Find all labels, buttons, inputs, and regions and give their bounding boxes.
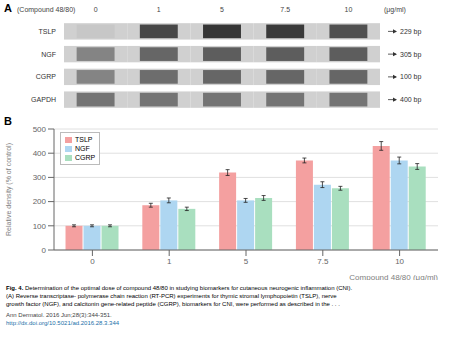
svg-text:100: 100 (33, 222, 47, 231)
svg-text:400: 400 (33, 149, 47, 158)
html-text:CGRP: CGRP (75, 154, 96, 161)
svg-text:10: 10 (345, 6, 353, 13)
svg-text:229 bp: 229 bp (400, 28, 422, 36)
svg-text:10: 10 (395, 257, 404, 266)
html-text:growth factor (NGF), and calci: growth factor (NGF), and calcitonin gene… (6, 301, 340, 307)
html-text:(μg/ml): (μg/ml) (384, 6, 406, 13)
svg-text:Compound 48/80 (μg/ml): Compound 48/80 (μg/ml) (349, 273, 438, 280)
svg-text:CGRP: CGRP (36, 73, 57, 80)
svg-text:GAPDH: GAPDH (31, 96, 56, 103)
svg-text:5: 5 (220, 6, 224, 13)
svg-text:Relative density (% of control: Relative density (% of control) (8, 143, 13, 236)
html-text:NGF: NGF (75, 145, 90, 152)
svg-text:0: 0 (90, 257, 95, 266)
html-text:http://dx.doi.org/10.5021/ad.2: http://dx.doi.org/10.5021/ad.2016.28.3.3… (6, 320, 120, 326)
html-text:(Compound 48/80): (Compound 48/80) (17, 6, 76, 13)
html-text:Fig. 4. Determination of the o: Fig. 4. Determination of the optimal dos… (6, 285, 353, 291)
svg-text:500: 500 (33, 125, 47, 134)
html-text:Ann Dermatol. 2016 Jun;28(3):3: Ann Dermatol. 2016 Jun;28(3):344-351. (6, 312, 112, 318)
svg-text:0: 0 (42, 246, 47, 255)
svg-text:7.5: 7.5 (280, 6, 290, 13)
html-text:A: A (4, 2, 12, 14)
svg-text:200: 200 (33, 197, 47, 206)
html-text:B: B (4, 115, 12, 127)
svg-text:NGF: NGF (41, 51, 56, 58)
svg-text:TSLP: TSLP (38, 28, 56, 35)
svg-text:1: 1 (157, 6, 161, 13)
svg-text:7.5: 7.5 (317, 257, 329, 266)
svg-text:0: 0 (94, 6, 98, 13)
svg-text:1: 1 (167, 257, 172, 266)
html-text:TSLP: TSLP (75, 136, 93, 143)
svg-text:100 bp: 100 bp (400, 73, 422, 81)
svg-text:5: 5 (244, 257, 249, 266)
svg-text:305 bp: 305 bp (400, 51, 422, 59)
html-text:(A) Reverse transcriptase- pol: (A) Reverse transcriptase- polymerase ch… (6, 293, 337, 299)
svg-text:400 bp: 400 bp (400, 96, 422, 104)
svg-text:300: 300 (33, 173, 47, 182)
